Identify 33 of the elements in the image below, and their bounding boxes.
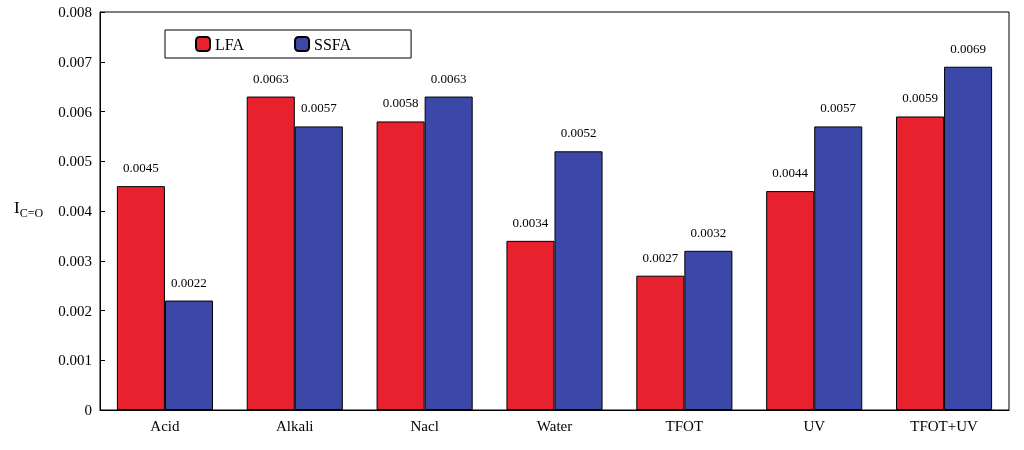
data-label: 0.0034 — [512, 214, 549, 230]
data-label: 0.0063 — [252, 70, 289, 86]
legend-label: LFA — [215, 35, 245, 53]
data-label: 0.0052 — [560, 125, 597, 141]
x-tick-label: Nacl — [410, 417, 439, 434]
data-label: 0.0032 — [690, 224, 727, 240]
y-tick-label: 0.001 — [58, 352, 92, 369]
data-label: 0.0044 — [772, 165, 809, 181]
data-label: 0.0022 — [171, 274, 207, 290]
y-tick-label: 0.006 — [58, 103, 93, 120]
y-tick-label: 0.004 — [58, 203, 93, 219]
data-label: 0.0057 — [820, 100, 857, 116]
data-label: 0.0059 — [902, 90, 938, 106]
y-tick-label: 0.003 — [58, 252, 92, 269]
data-label: 0.0063 — [430, 70, 467, 86]
y-tick-label: 0.005 — [58, 153, 92, 170]
x-tick-label: TFOT — [665, 417, 704, 434]
y-axis-title: I$_{C=O}$ — [14, 198, 44, 222]
y-tick-label: 0.008 — [58, 4, 92, 20]
data-label: 0.0045 — [123, 160, 159, 176]
data-label: 0.0069 — [950, 40, 986, 56]
x-tick-label: Alkali — [276, 417, 314, 434]
data-label: 0.0057 — [300, 100, 338, 116]
x-tick-label: Water — [536, 417, 573, 434]
x-tick-label: Acid — [150, 417, 180, 434]
x-tick-label: TFOT+UV — [910, 417, 979, 434]
x-tick-label: UV — [803, 417, 826, 434]
legend-label: SSFA — [314, 35, 352, 53]
y-tick-label: 0.007 — [58, 53, 93, 70]
data-label: 0.0027 — [642, 249, 679, 265]
y-tick-label: 0.002 — [58, 302, 92, 319]
data-label: 0.0058 — [382, 95, 419, 111]
y-tick-label: 0 — [84, 402, 92, 418]
